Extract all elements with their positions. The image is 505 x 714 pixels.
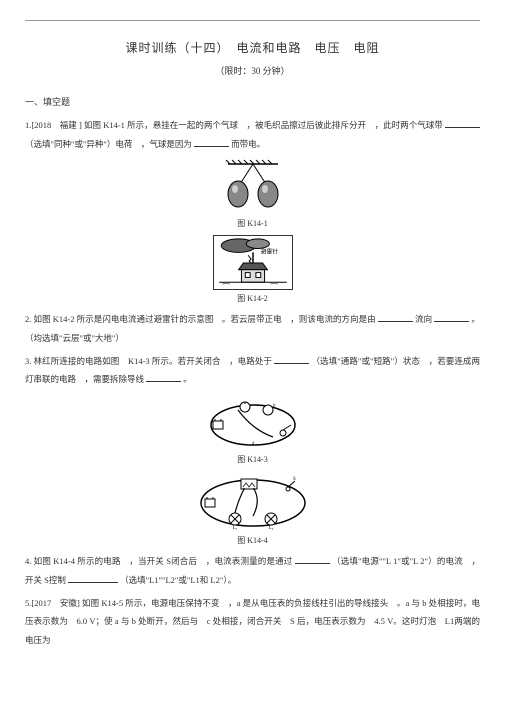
q3-blank-1 — [274, 354, 309, 364]
q4-text-1: 4. 如图 K14-4 所示的电路 ，当开关 S闭合后 ，电流表测量的是通过 — [25, 556, 292, 566]
figure-k14-3: a b c d 图 K14-3 — [25, 395, 480, 465]
figure-k14-2: 避雷针 图 K14-2 — [25, 235, 480, 304]
q3-blank-2 — [146, 372, 181, 382]
q4-text-3: （选填"L1""L2"或"L1和 L2"）。 — [120, 575, 236, 585]
section-heading: 一、填空题 — [25, 95, 480, 108]
balloons-diagram — [218, 159, 288, 214]
fig3-caption: 图 K14-3 — [25, 454, 480, 465]
q1-text-3: 而带电。 — [231, 139, 265, 149]
q3-text-1: 3. 林红所连接的电路如图 K14-3 所示。若开关闭合 ，电路处于 — [25, 356, 272, 366]
fig4-caption: 图 K14-4 — [25, 535, 480, 546]
top-rule — [25, 20, 480, 21]
figure-k14-4: S L₁ L₂ 图 K14-4 — [25, 471, 480, 546]
circuit2-diagram: S L₁ L₂ — [193, 471, 313, 531]
q4-blank-1 — [295, 554, 330, 564]
time-limit: （限时：30 分钟） — [25, 64, 480, 77]
question-4: 4. 如图 K14-4 所示的电路 ，当开关 S闭合后 ，电流表测量的是通过 （… — [25, 552, 480, 589]
q1-blank-1 — [445, 118, 480, 128]
q4-blank-2 — [68, 573, 118, 583]
q5-text-1: 5.[2017 安徽] 如图 K14-5 所示，电源电压保持不变 ，a 是从电压… — [25, 598, 480, 645]
fig2-caption: 图 K14-2 — [25, 293, 480, 304]
q2-blank-2 — [434, 312, 469, 322]
q2-text-2: 流向 — [415, 314, 432, 324]
q1-blank-2 — [194, 137, 229, 147]
q1-text-1: 1.[2018 福建 ] 如图 K14-1 所示，悬挂在一起的两个气球 ，被毛织… — [25, 120, 443, 130]
fig1-caption: 图 K14-1 — [25, 218, 480, 229]
svg-text:L₁: L₁ — [232, 526, 237, 531]
q3-text-3: 。 — [183, 374, 192, 384]
house-diagram: 避雷针 — [213, 235, 293, 290]
q1-text-2: （选填"同种"或"异种"）电荷 ，气球是因为 — [25, 139, 192, 149]
question-3: 3. 林红所连接的电路如图 K14-3 所示。若开关闭合 ，电路处于 （选填"通… — [25, 352, 480, 389]
question-5: 5.[2017 安徽] 如图 K14-5 所示，电源电压保持不变 ，a 是从电压… — [25, 594, 480, 650]
question-2: 2. 如图 K14-2 所示是闪电电流通过避雷针的示意图 。若云层带正电 ，则该… — [25, 310, 480, 347]
svg-text:避雷针: 避雷针 — [260, 248, 278, 256]
circuit1-diagram: a b c d — [203, 395, 303, 450]
page-title: 课时训练（十四） 电流和电路 电压 电阻 — [25, 39, 480, 56]
q2-text-1: 2. 如图 K14-2 所示是闪电电流通过避雷针的示意图 。若云层带正电 ，则该… — [25, 314, 376, 324]
question-1: 1.[2018 福建 ] 如图 K14-1 所示，悬挂在一起的两个气球 ，被毛织… — [25, 116, 480, 153]
q2-blank-1 — [378, 312, 413, 322]
figure-k14-1: 图 K14-1 — [25, 159, 480, 229]
svg-text:L₂: L₂ — [268, 526, 273, 531]
svg-text:S: S — [293, 477, 296, 482]
